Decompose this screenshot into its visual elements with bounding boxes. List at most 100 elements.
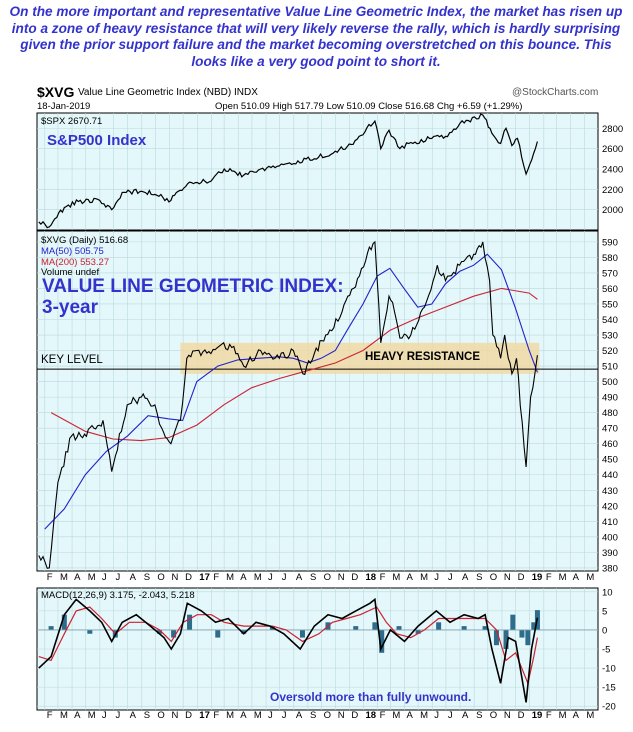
macd-annotation: Oversold more than fully unwound. [270,690,471,704]
resistance-zone [180,342,540,374]
macd-histogram-bar [187,614,193,630]
y-tick-label: 510 [602,362,618,373]
y-tick-label: 550 [602,299,618,310]
x-tick-label: A [296,572,303,583]
macd-x-tick-label: M [60,710,68,721]
xvg-panel [36,230,599,572]
macd-x-tick-label: 17 [199,710,210,721]
y-tick-label: 570 [602,268,618,279]
macd-x-tick-label: N [504,710,511,721]
macd-histogram-bar [171,629,177,638]
macd-histogram-bar [415,629,421,634]
macd-x-tick-label: A [462,710,469,721]
macd-x-tick-label: D [185,710,192,721]
x-tick-label: S [476,572,482,583]
x-tick-label: M [226,572,234,583]
x-tick-label: M [60,572,68,583]
macd-x-tick-label: S [476,710,482,721]
macd-x-tick-label: F [380,710,386,721]
macd-histogram-bar [396,626,402,630]
y-tick-label: 410 [602,517,618,528]
y-tick-label: 0 [602,625,607,636]
macd-legend: MACD(12,26,9) 3.175, -2.043, 5.218 [41,590,195,601]
spx-series-group [38,113,538,229]
y-tick-label: 580 [602,253,618,264]
y-tick-label: 5 [602,606,607,617]
x-tick-label: M [254,572,262,583]
macd-histogram-bar [299,629,305,638]
y-tick-label: 380 [602,563,618,574]
macd-histogram-bar [372,622,378,630]
macd-histogram-bar [461,626,467,630]
macd-line [38,597,539,703]
stockcharts-watermark: @StockCharts.com [512,87,599,98]
chart-date: 18-Jan-2019 [37,101,91,112]
grid-lines [37,113,598,710]
resistance-zone-layer [37,342,598,374]
y-tick-label: 400 [602,532,618,543]
x-tick-label: N [172,572,179,583]
y-tick-label: 420 [602,501,618,512]
ma200-line [50,287,538,442]
x-tick-label: 19 [532,572,543,583]
y-tick-label: 480 [602,408,618,419]
x-tick-label: A [130,572,137,583]
x-tick-label: J [102,572,107,583]
macd-x-tick-label: M [88,710,96,721]
macd-x-tick-label: F [47,710,53,721]
x-tick-label: F [213,572,219,583]
series-layer [37,113,598,703]
spx-title: S&P500 Index [47,132,147,149]
x-tick-label: M [420,572,428,583]
spx-line [38,113,538,229]
macd-x-tick-label: J [268,710,273,721]
y-tick-label: 560 [602,284,618,295]
x-tick-label: F [380,572,386,583]
xvg-title: VALUE LINE GEOMETRIC INDEX: [42,276,344,297]
x-tick-label: F [47,572,53,583]
macd-histogram-bar [531,622,537,630]
y-tick-label: 2600 [602,144,623,155]
macd-x-tick-label: M [392,710,400,721]
chart-commentary: On the more important and representative… [9,4,623,69]
x-tick-label: A [240,572,247,583]
macd-x-tick-label: J [102,710,107,721]
x-tick-label: M [559,572,567,583]
y-tick-label: 470 [602,424,618,435]
y-tick-label: 530 [602,331,618,342]
macd-x-tick-label: N [172,710,179,721]
macd-x-tick-label: S [310,710,316,721]
macd-x-tick-label: A [296,710,303,721]
macd-histogram-bar [241,629,247,634]
y-tick-label: 450 [602,455,618,466]
key-level-label: KEY LEVEL [41,354,103,366]
macd-histogram-bar [61,614,67,630]
x-tick-label: 18 [365,572,376,583]
macd-x-tick-label: J [116,710,121,721]
macd-histogram-bar [525,629,531,646]
x-tick-label: O [157,572,164,583]
macd-histogram-bar [156,629,162,634]
macd-x-tick-label: J [448,710,453,721]
x-tick-label: D [351,572,358,583]
macd-histogram-bar [510,614,516,630]
heavy-resistance-label: HEAVY RESISTANCE [365,351,480,363]
xvg-series-group [38,240,538,569]
xvg-legend-ma200: MA(200) 553.27 [41,257,109,268]
macd-x-tick-label: N [338,710,345,721]
y-tick-label: -15 [602,683,616,694]
x-tick-label: O [490,572,497,583]
macd-x-tick-label: M [420,710,428,721]
x-tick-label: D [518,572,525,583]
y-tick-label: 460 [602,439,618,450]
xvg-legend-volume: Volume undef [41,267,99,278]
x-tick-label: N [504,572,511,583]
macd-x-tick-label: 18 [365,710,376,721]
macd-histogram-bar [493,629,499,646]
xvg-price-line [38,240,538,569]
x-tick-label: F [546,572,552,583]
macd-x-tick-label: D [518,710,525,721]
y-tick-label: 390 [602,548,618,559]
y-tick-label: 2400 [602,164,623,175]
y-tick-label: 500 [602,377,618,388]
